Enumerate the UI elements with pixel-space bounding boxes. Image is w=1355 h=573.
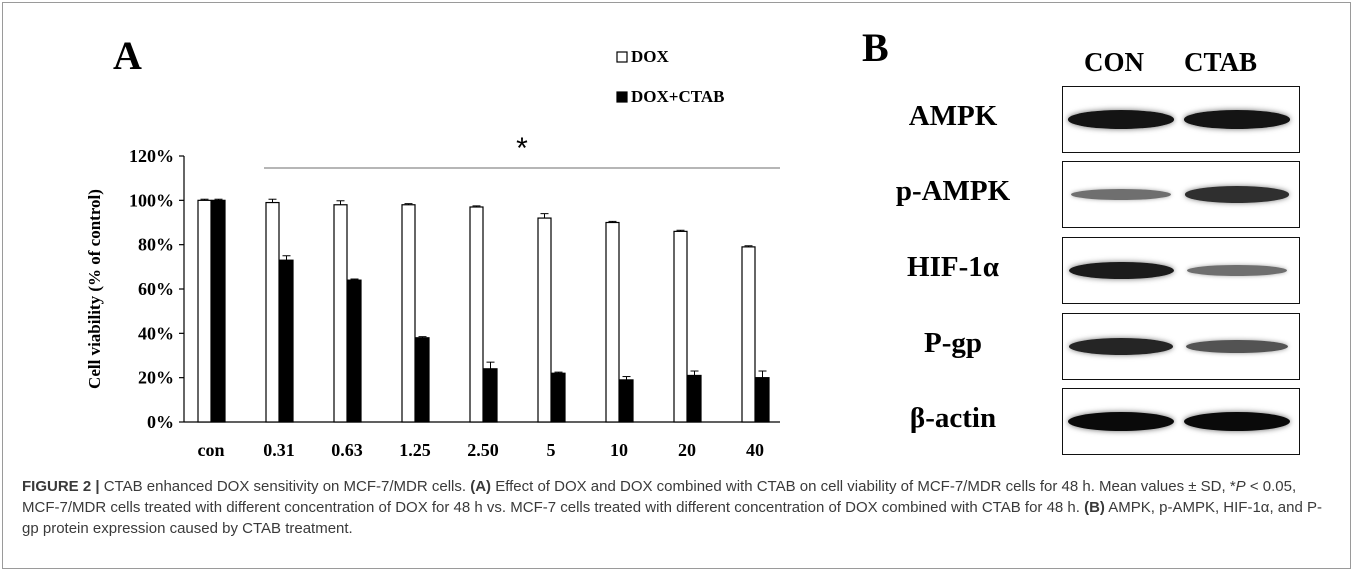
x-tick-label: con [198,440,225,460]
blot-lane-box [1062,161,1300,228]
blot-band [1068,338,1174,355]
y-tick-label: 20% [138,368,174,388]
blot-band [1186,264,1288,277]
panel-b-label: B [862,25,889,70]
y-tick-label: 100% [129,190,174,210]
bar-dox-ctab [347,279,362,423]
blot-lane-box [1062,313,1300,380]
legend-label-dox: DOX [631,47,670,66]
caption-b-text: AMPK, p-AMPK, HIF-1α, and P-gp protein e… [22,499,1323,537]
panel-a-label: A [113,33,142,78]
significance-asterisk: * [516,132,528,165]
blot-row-label: P-gp [924,327,982,359]
blot-band [1068,412,1174,431]
blot-lane-box [1062,86,1300,153]
x-tick-label: 5 [547,440,556,460]
blot-band [1184,110,1290,129]
blot-row-label: β-actin [909,402,997,434]
bar-dox [401,204,416,423]
bar-dox-ctab [279,259,294,423]
x-tick-label: 1.25 [399,440,431,460]
legend-label-dox-ctab: DOX+CTAB [631,87,724,106]
y-tick-label: 40% [138,323,174,343]
x-tick-label: 20 [678,440,696,460]
y-axis-label: Cell viability (% of control) [85,189,104,389]
blot-band [1186,339,1288,354]
legend-swatch-dox-ctab [616,91,628,103]
caption-title: CTAB enhanced DOX sensitivity on MCF-7/M… [99,478,471,495]
caption-a-text-2: < 0.05, MCF-7/MDR cells treated with dif… [22,478,1297,516]
bar-dox [197,199,212,423]
bar-dox-ctab [687,374,702,423]
bar-chart: 0% 20% 40% 60% 80% 100% 120% Cell viability (% … [85,47,780,460]
blot-row-label: HIF-1α [907,251,999,283]
blot-lane-box [1062,388,1300,455]
x-tick-label: 2.50 [467,440,499,460]
bar-dox [333,204,348,423]
legend-swatch-dox [616,51,628,63]
bar-dox-ctab [415,337,430,423]
figure-caption: FIGURE 2 | CTAB enhanced DOX sensitivity… [22,476,1332,539]
bar-dox [537,217,552,423]
blot-lane-box [1062,237,1300,304]
bar-dox [605,221,620,423]
caption-p-symbol: P [1235,478,1246,495]
y-tick-label: 0% [147,412,174,432]
bar-dox-ctab [483,368,498,423]
blot-row-label: AMPK [908,100,998,132]
caption-a-text-1: Effect of DOX and DOX combined with CTAB… [491,478,1236,495]
x-tick-label: 10 [610,440,628,460]
bar-dox [265,201,280,423]
caption-figure-label: FIGURE 2 | [22,478,100,495]
bar-dox-ctab [619,379,634,423]
blot-row-label: p-AMPK [895,175,1011,207]
y-tick-label: 80% [138,235,174,255]
blot-band [1068,110,1174,129]
blot-band [1068,261,1174,280]
bar-dox [741,246,756,423]
y-tick-label: 120% [129,146,174,166]
blot-band [1185,186,1289,203]
caption-b-ref: (B) [1084,499,1105,516]
blot-band [1184,412,1290,431]
caption-a-ref: (A) [470,478,492,495]
bar-dox [673,230,688,423]
x-tick-label: 0.63 [331,440,363,460]
blot-header-con: CON [1084,47,1144,77]
x-tick-label: 40 [746,440,764,460]
x-tick-label: 0.31 [263,440,295,460]
bar-dox [469,206,484,423]
blot-header-ctab: CTAB [1184,47,1258,77]
bar-dox-ctab [211,199,226,423]
bar-dox-ctab [551,372,566,423]
y-tick-label: 60% [138,279,174,299]
blot-band [1070,188,1172,201]
bar-dox-ctab [755,377,770,423]
